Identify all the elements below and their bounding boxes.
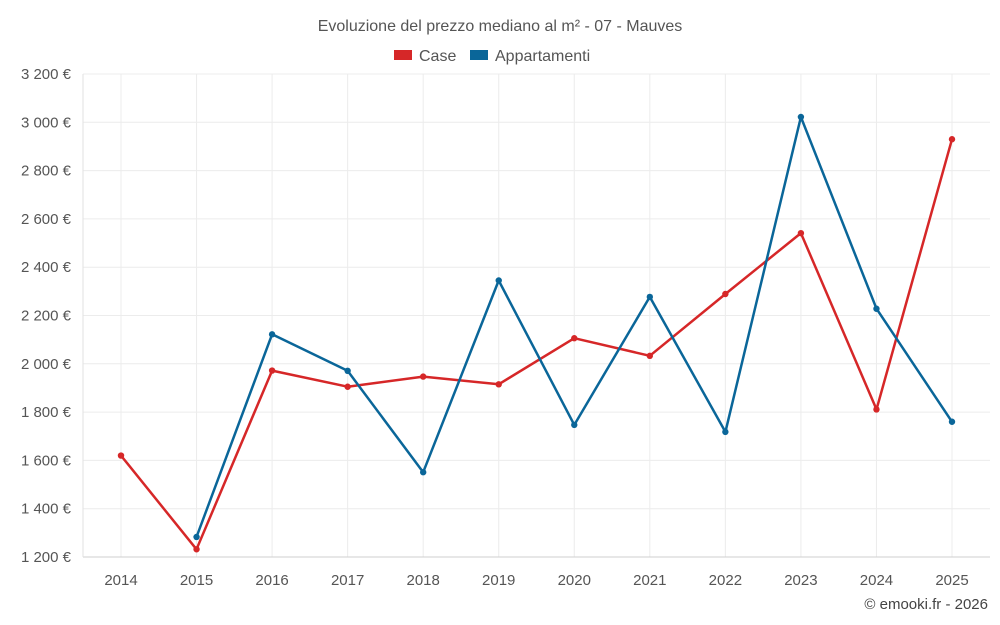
chart-title: Evoluzione del prezzo mediano al m² - 07… [318,18,683,35]
legend-label: Case [419,48,456,65]
y-tick-label: 1 600 € [21,452,72,469]
x-tick-label: 2021 [633,572,666,589]
data-point [495,381,502,388]
legend-swatch [394,50,412,60]
x-tick-label: 2016 [255,572,288,589]
data-point [117,452,125,459]
credit-text: © emooki.fr - 2026 [864,596,988,613]
data-point [571,335,578,342]
y-tick-label: 2 200 € [21,308,72,325]
data-point [268,331,276,338]
data-point [571,421,578,429]
y-tick-label: 1 200 € [21,549,72,566]
x-tick-label: 2023 [784,572,817,589]
data-point [722,290,729,298]
y-tick-label: 3 000 € [21,114,72,131]
data-point [797,229,805,237]
data-point [419,469,427,476]
data-point [495,277,502,284]
data-point [948,418,956,425]
x-tick-label: 2022 [709,572,742,589]
y-tick-label: 3 200 € [21,66,72,83]
data-point [193,533,200,541]
x-tick-label: 2025 [935,572,968,589]
legend-swatch [470,50,488,60]
y-tick-label: 2 000 € [21,356,72,373]
data-point [722,428,729,436]
grid [83,73,990,558]
x-tick-label: 2017 [331,572,364,589]
data-point [797,113,805,121]
series-case [117,136,956,553]
data-point [948,136,956,143]
series [117,113,956,553]
series-line [119,137,954,551]
x-tick-label: 2015 [180,572,213,589]
data-point [646,293,654,301]
axes: 1 200 € 1 400 € 1 600 € 1 800 € 2 000 € 2 200… [21,66,990,589]
legend-label: Appartamenti [495,48,590,65]
legend-item-case[interactable]: Case [394,48,456,65]
data-point [193,546,200,553]
data-point [873,406,880,413]
data-point [344,383,351,390]
y-tick-label: 1 800 € [21,404,72,421]
series-appartamenti [193,113,956,541]
y-tick-label: 2 400 € [21,259,72,276]
x-tick-label: 2018 [406,572,439,589]
x-tick-label: 2014 [104,572,137,589]
data-point [419,373,427,380]
y-tick-label: 1 400 € [21,501,72,518]
data-point [646,352,654,360]
x-tick-label: 2024 [860,572,893,589]
y-tick-label: 2 800 € [21,163,72,180]
data-point [344,367,351,375]
data-point [268,367,276,374]
legend[interactable]: Case Appartamenti [394,48,590,65]
x-tick-label: 2019 [482,572,515,589]
legend-item-appartamenti[interactable]: Appartamenti [470,48,590,65]
data-point [873,305,880,312]
x-tick-label: 2020 [558,572,591,589]
y-tick-label: 2 600 € [21,211,72,228]
